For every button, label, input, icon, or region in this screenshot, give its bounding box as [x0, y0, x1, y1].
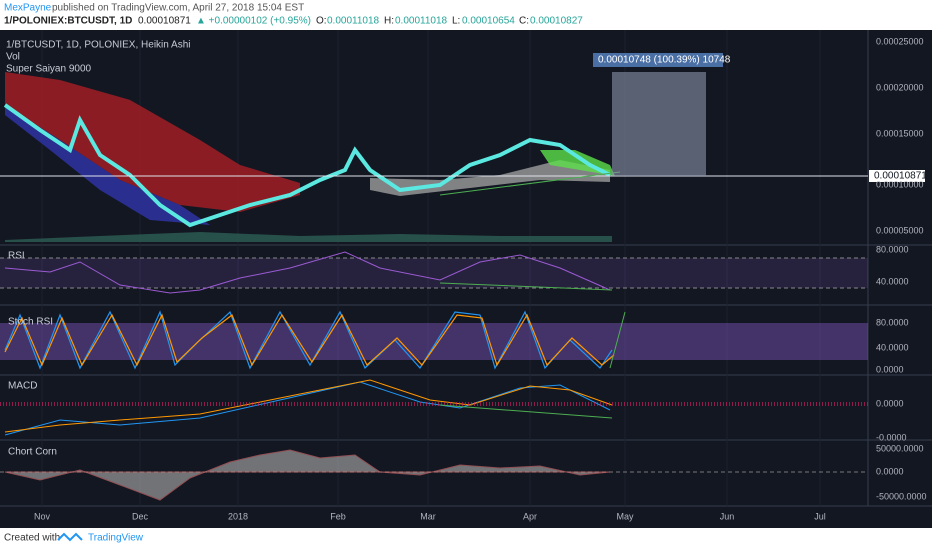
legend: Super Saiyan 9000 [6, 64, 92, 75]
measure-area [612, 72, 706, 176]
stoch-d [4, 313, 615, 367]
macd-trend [439, 404, 613, 419]
stoch-band [0, 323, 868, 360]
symbol: 1/POLONIEX:BTCUSDT, 1D [4, 16, 132, 27]
axis-label: 40.0000 [876, 342, 909, 352]
price [3, 103, 611, 228]
axis-label: 0.00025000 [876, 36, 924, 46]
current-price-bg [869, 170, 925, 182]
time-label: Dec [132, 511, 149, 521]
time-label: Feb [330, 511, 346, 521]
footer-created: Created with [4, 533, 60, 544]
change: ▲ +0.00000102 (+0.95%) [196, 16, 311, 27]
panel-title: RSI [8, 251, 25, 262]
axis-label: 0.0000 [876, 398, 904, 408]
panel-title: MACD [8, 381, 37, 392]
high: 0.00011018 [395, 16, 448, 27]
rsi-band [0, 258, 868, 288]
time-label: Nov [34, 511, 51, 521]
close-label: C: [519, 16, 529, 27]
axis-label: -50000.0000 [876, 491, 927, 501]
low-label: L: [452, 16, 460, 27]
legend: Vol [6, 52, 20, 63]
tv-logo [57, 532, 83, 542]
header-bg [0, 0, 932, 30]
axis-label: 0.00005000 [876, 225, 924, 235]
chart-bg [0, 30, 932, 528]
axis-label: 40.0000 [876, 276, 909, 286]
time-label: Mar [420, 511, 436, 521]
measure-label: 0.00010748 (100.39%) 10748 [598, 55, 731, 66]
axis-label: 80.0000 [876, 317, 909, 327]
low: 0.00010654 [462, 16, 515, 27]
open: 0.00011018 [327, 16, 380, 27]
time-label: Jul [814, 511, 826, 521]
current-price: 0.00010871 [874, 171, 927, 182]
rsi-line [4, 251, 611, 294]
close: 0.00010827 [530, 16, 583, 27]
footer-brand[interactable]: TradingView [88, 533, 144, 544]
ribbon-red [5, 72, 300, 212]
axis-label: 0.0000 [876, 466, 904, 476]
axis-label: 50000.0000 [876, 443, 924, 453]
time-label: May [616, 511, 634, 521]
measure-label-bg [593, 53, 723, 67]
axis-label: 0.00010000 [876, 179, 924, 189]
panel-title: Stoch RSI [8, 317, 53, 328]
volume [5, 232, 612, 242]
time-label: Jun [720, 511, 735, 521]
trendline [439, 171, 621, 196]
open-label: O: [316, 16, 327, 27]
panel-title: Chort Corn [8, 447, 57, 458]
stoch-trend [609, 311, 626, 369]
rsi-trend [439, 282, 613, 291]
author[interactable]: MexPayne [4, 3, 52, 14]
stoch-k [4, 310, 613, 370]
high-label: H: [384, 16, 394, 27]
axis-label: 0.0000 [876, 364, 904, 374]
axis-label: 0.00020000 [876, 82, 924, 92]
axis-label: 0.00015000 [876, 128, 924, 138]
last: 0.00010871 [138, 16, 191, 27]
chort-area [4, 449, 611, 501]
published: published on TradingView.com, April 27, … [52, 3, 304, 14]
axis-label: -0.0000 [876, 432, 907, 442]
legend: 1/BTCUSDT, 1D, POLONIEX, Heikin Ashi [6, 40, 191, 51]
ribbon-blue [5, 105, 210, 225]
signal-line [4, 379, 613, 433]
axis-label: 80.0000 [876, 244, 909, 254]
time-label: Apr [523, 511, 537, 521]
panel-separators [0, 30, 932, 507]
footer-bg [0, 528, 932, 550]
time-label: 2018 [228, 511, 248, 521]
